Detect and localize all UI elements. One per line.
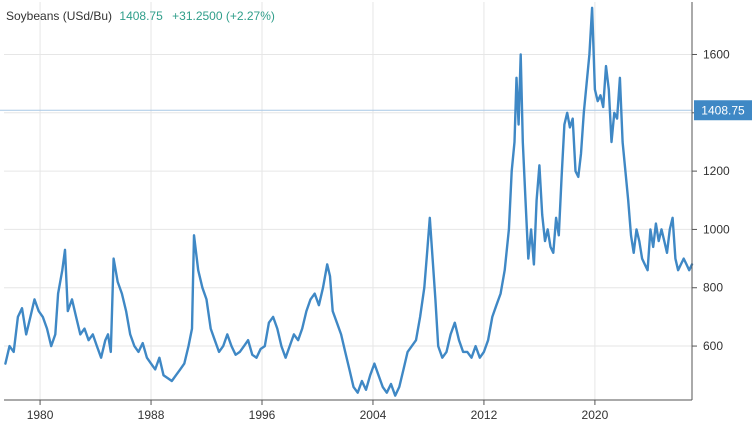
y-tick-label: 800 (703, 281, 723, 295)
series-line (4, 6, 694, 397)
x-tick-label: 2012 (471, 408, 498, 422)
y-tick-label: 1600 (703, 47, 730, 61)
y-tick-label: 1200 (703, 164, 730, 178)
series-layer (4, 6, 694, 397)
legend-series-name: Soybeans (USd/Bu) (6, 9, 113, 23)
legend-change: +31.2500 (+2.27%) (172, 9, 275, 23)
x-tick-label: 1980 (27, 408, 54, 422)
x-tick-label: 1996 (249, 408, 276, 422)
x-tick-label: 2004 (360, 408, 387, 422)
x-tick-label: 1988 (138, 408, 165, 422)
last-value-label: 1408.75 (701, 104, 745, 118)
legend: Soybeans (USd/Bu) 1408.75 +31.2500 (+2.2… (6, 9, 275, 23)
y-tick-label: 600 (703, 339, 723, 353)
last-value-tag (694, 100, 752, 121)
x-tick-label: 2020 (582, 408, 609, 422)
axis-layer: 6008001000120014001600198019881996200420… (4, 2, 752, 422)
y-tick-label: 1000 (703, 222, 730, 236)
legend-price: 1408.75 (119, 9, 163, 23)
